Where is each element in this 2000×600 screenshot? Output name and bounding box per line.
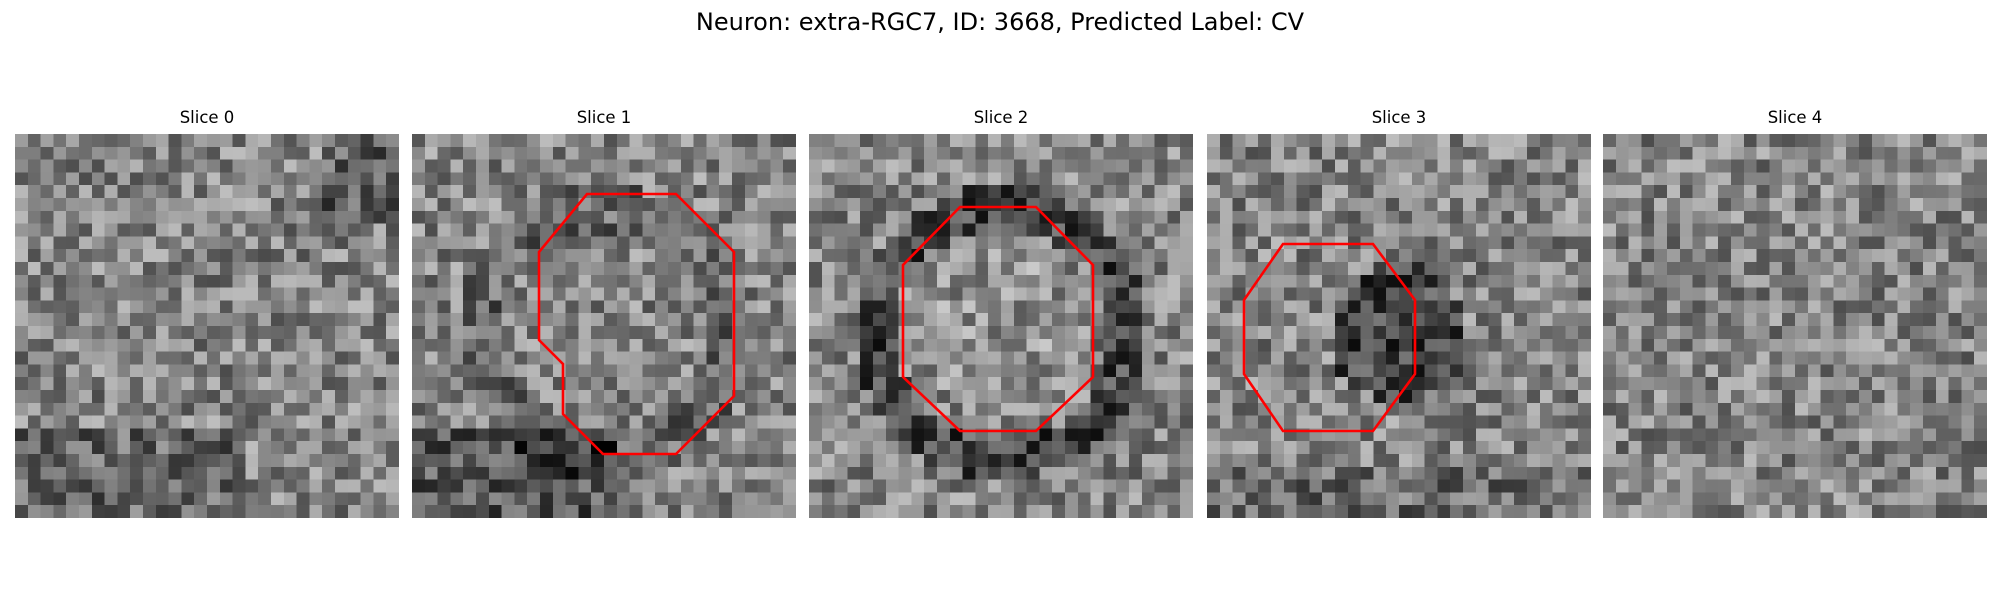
- slice-title: Slice 0: [179, 108, 235, 127]
- slice-panel-4: Slice 4: [1603, 108, 1987, 518]
- segmentation-outline: [537, 192, 736, 456]
- slice-image: [1603, 134, 1987, 518]
- slice-panel-3: Slice 3: [1207, 108, 1591, 518]
- slice-panel-0: Slice 0: [15, 108, 399, 518]
- slice-image: [15, 134, 399, 518]
- slice-panel-2: Slice 2: [809, 108, 1193, 518]
- segmentation-outline: [1242, 242, 1417, 433]
- slice-image: [809, 134, 1193, 518]
- slice-title: Slice 3: [1371, 108, 1427, 127]
- slice-title: Slice 1: [576, 108, 632, 127]
- slice-title: Slice 2: [973, 108, 1029, 127]
- slice-image: [1207, 134, 1591, 518]
- figure-title: Neuron: extra-RGC7, ID: 3668, Predicted …: [695, 8, 1305, 36]
- slice-image: [412, 134, 796, 518]
- slice-title: Slice 4: [1767, 108, 1823, 127]
- slice-panel-1: Slice 1: [412, 108, 796, 518]
- segmentation-outline: [901, 205, 1095, 433]
